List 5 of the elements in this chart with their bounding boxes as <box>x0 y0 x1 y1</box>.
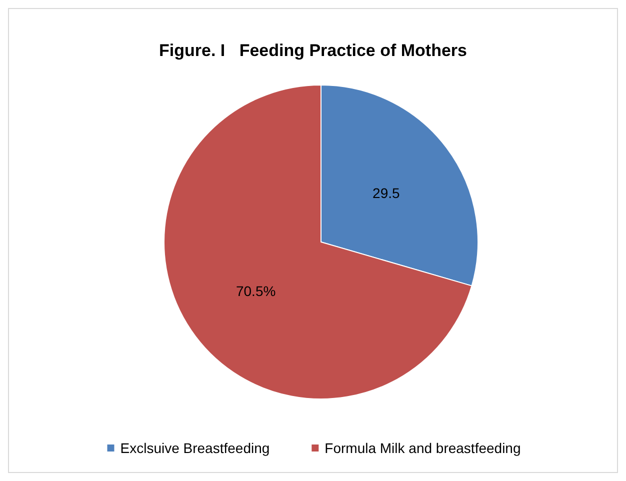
data-label: 29.5 <box>372 185 400 202</box>
chart-title: Figure. I Feeding Practice of Mothers <box>159 41 467 60</box>
legend-label: Exclsuive Breastfeeding <box>120 440 270 456</box>
data-label: 70.5% <box>236 282 276 299</box>
legend-label: Formula Milk and breastfeeding <box>324 440 521 456</box>
